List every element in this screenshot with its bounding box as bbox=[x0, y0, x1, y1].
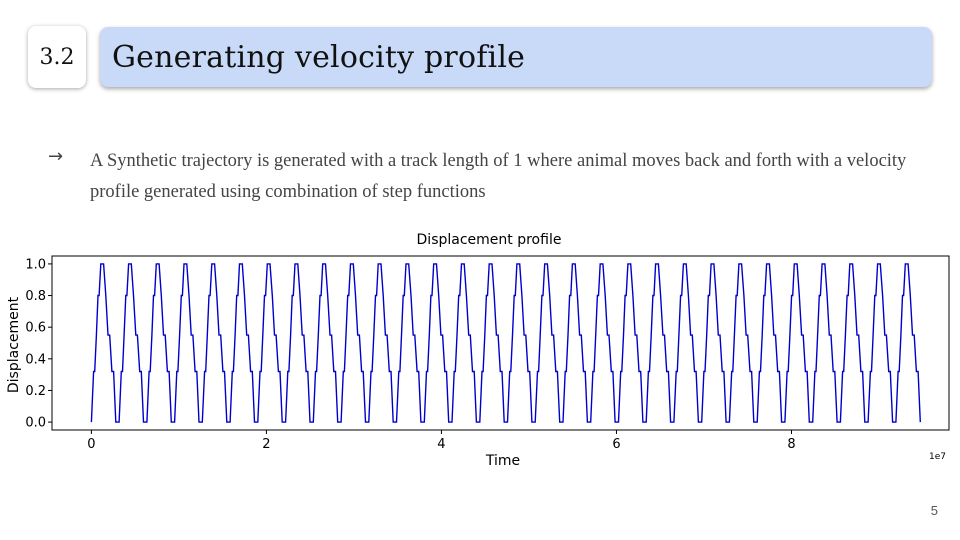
chart-title: Displacement profile bbox=[417, 232, 562, 248]
x-tick-label: 8 bbox=[787, 437, 795, 452]
displacement-chart: Displacement profile 0.0 0.2 0.4 0.6 0.8 1.0 … bbox=[0, 222, 960, 472]
x-axis-label: Time bbox=[485, 453, 520, 469]
chart-svg: Displacement profile 0.00.20.40.60.81.0 … bbox=[6, 232, 950, 469]
displacement-line bbox=[90, 263, 921, 423]
x-tick-label: 4 bbox=[437, 437, 445, 452]
slide-title: Generating velocity profile bbox=[112, 39, 526, 75]
y-tick-label: 0.4 bbox=[25, 352, 46, 367]
x-tick-label: 2 bbox=[262, 437, 270, 452]
section-number-badge: 3.2 bbox=[28, 26, 86, 88]
x-axis-offset-label: 1e7 bbox=[929, 452, 946, 462]
section-number: 3.2 bbox=[39, 44, 75, 70]
page-number: 5 bbox=[930, 503, 938, 518]
y-tick-label: 0.6 bbox=[25, 321, 46, 336]
x-tick-label: 0 bbox=[87, 437, 95, 452]
title-bar: Generating velocity profile bbox=[100, 27, 932, 87]
y-tick-label: 0.2 bbox=[25, 384, 46, 399]
plot-frame bbox=[51, 255, 950, 431]
y-axis-ticks: 0.0 0.2 0.4 0.6 0.8 1.0 bbox=[25, 257, 52, 431]
y-tick-label: 1.0 bbox=[25, 257, 46, 272]
y-tick-label: 0.8 bbox=[25, 289, 46, 304]
bullet-text: A Synthetic trajectory is generated with… bbox=[90, 151, 907, 202]
arrow-bullet-icon: → bbox=[48, 146, 64, 167]
y-axis-label: Displacement bbox=[6, 296, 22, 393]
x-tick-label: 6 bbox=[612, 437, 620, 452]
x-axis-ticks: 0 2 4 6 8 bbox=[87, 430, 796, 452]
y-tick-label: 0.0 bbox=[25, 416, 46, 431]
